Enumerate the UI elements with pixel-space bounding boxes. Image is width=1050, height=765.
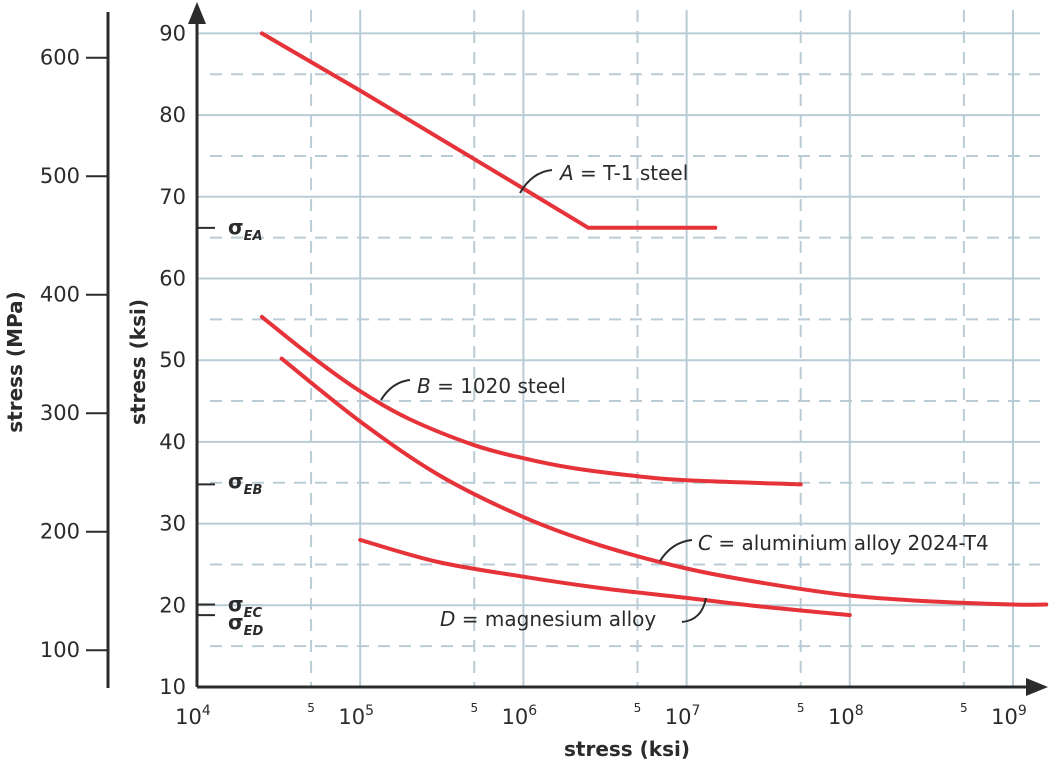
y-tick-label: 10 (159, 675, 186, 699)
leader-line (659, 539, 693, 562)
x-minor-tick-label: 5 (307, 701, 315, 715)
x-axis-arrow (1026, 678, 1048, 696)
curves (259, 31, 1049, 618)
x-tick-label: 106 (502, 703, 538, 729)
endurance-limit-label: σEA (228, 215, 263, 244)
y2-tick-label: 400 (40, 283, 80, 307)
y2-axis-title: stress (MPa) (3, 291, 27, 432)
x-tick-label: 105 (338, 703, 374, 729)
y2-tick-label: 500 (40, 164, 80, 188)
y-tick-label: 60 (159, 267, 186, 291)
curve-b (259, 314, 803, 487)
x-ticks: 104 105 106 107 108 109 5 5 5 5 5 (175, 701, 1027, 729)
series-label-a: A = T-1 steel (558, 161, 688, 185)
y-tick-label: 40 (159, 430, 186, 454)
grid (197, 10, 1040, 687)
y2-tick-label: 600 (40, 46, 80, 70)
endurance-limit-label: σEB (228, 469, 262, 498)
series-label-d: D = magnesium alloy (440, 607, 656, 631)
curve-d (358, 537, 852, 618)
x-tick-label: 108 (828, 703, 864, 729)
annotations: A = T-1 steel B = 1020 steel C = aluminium… (380, 161, 989, 631)
x-minor-tick-label: 5 (470, 701, 478, 715)
x-minor-tick-label: 5 (960, 701, 968, 715)
x-minor-tick-label: 5 (634, 701, 642, 715)
y2-tick-label: 100 (40, 638, 80, 662)
x-tick-label: 109 (991, 703, 1027, 729)
x-tick-label: 107 (665, 703, 701, 729)
y-axis-arrow (188, 2, 206, 24)
curve-a (259, 31, 718, 230)
y-tick-label: 80 (159, 103, 186, 127)
series-label-c: C = aluminium alloy 2024-T4 (698, 531, 989, 555)
x-tick-label: 104 (175, 703, 211, 729)
x-minor-tick-label: 5 (797, 701, 805, 715)
leader-line (380, 379, 411, 401)
y-tick-label: 70 (159, 185, 186, 209)
y-tick-label: 30 (159, 512, 186, 536)
x-axis-title: stress (ksi) (564, 737, 690, 761)
y-ticks: 10 20 30 40 50 60 70 80 90 (159, 21, 186, 699)
y2-tick-label: 300 (40, 401, 80, 425)
y-tick-label: 20 (159, 593, 186, 617)
series-label-b: B = 1020 steel (417, 374, 566, 398)
leader-line (519, 169, 553, 194)
curve-c (279, 356, 1049, 607)
y-axis-title: stress (ksi) (126, 299, 150, 425)
y2-tick-label: 200 (40, 520, 80, 544)
leader-line (681, 597, 707, 623)
axes (106, 2, 1048, 696)
y-tick-label: 50 (159, 348, 186, 372)
y2-ticks: 100 200 300 400 500 600 (40, 46, 108, 662)
y-tick-label: 90 (159, 21, 186, 45)
